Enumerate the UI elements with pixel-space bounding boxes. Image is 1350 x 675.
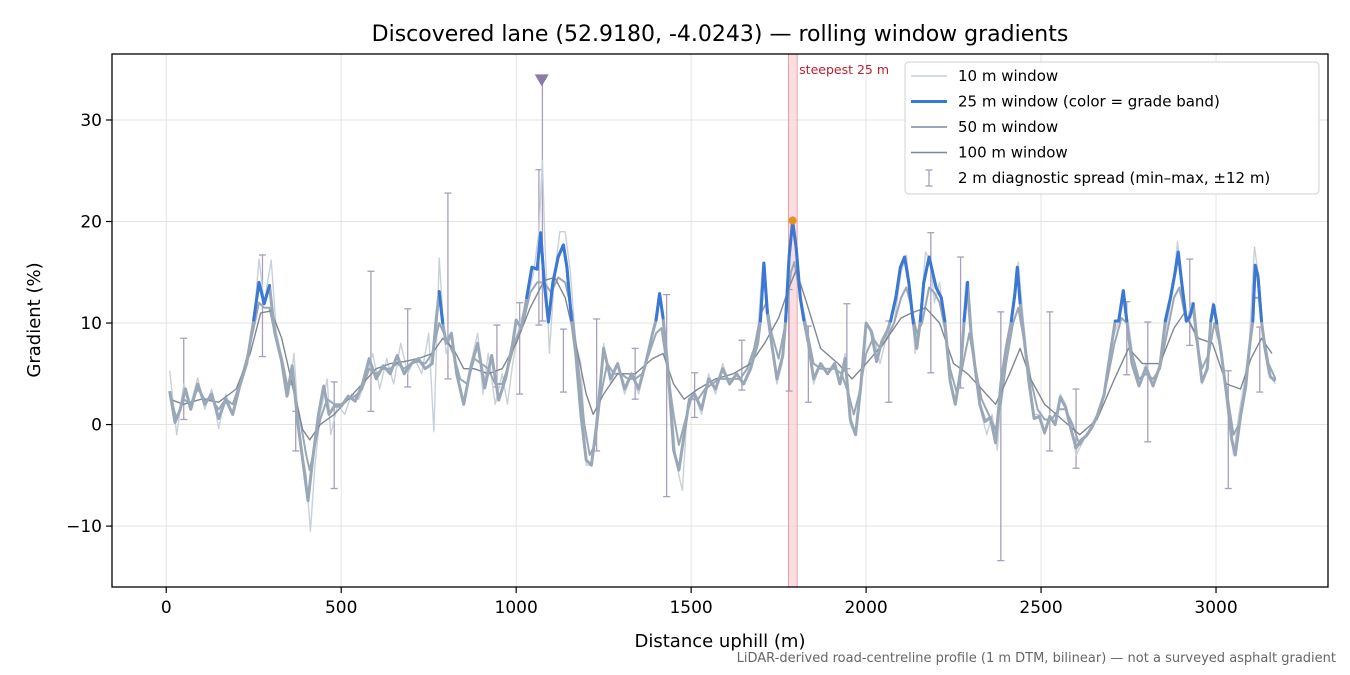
y-axis: −10 0 10 20 30 bbox=[66, 111, 112, 537]
spread-bar bbox=[516, 302, 524, 395]
y-tick-label: 10 bbox=[80, 314, 102, 334]
legend-entry: 100 m window bbox=[911, 144, 1068, 162]
spread-bar bbox=[997, 311, 1005, 562]
series-25m-steep bbox=[962, 280, 970, 323]
plot-frame bbox=[111, 53, 1329, 588]
spread-bar bbox=[404, 308, 412, 388]
series-lines bbox=[168, 159, 1277, 532]
series-0 bbox=[169, 159, 1277, 532]
x-axis-label: Distance uphill (m) bbox=[635, 631, 806, 652]
series-25m-steep bbox=[1209, 303, 1219, 325]
series-25m-grey bbox=[168, 220, 1277, 503]
series-25m-steep bbox=[1113, 289, 1129, 323]
legend-box bbox=[904, 61, 1320, 195]
y-tick-label: 20 bbox=[80, 213, 102, 233]
legend: 10 m window 25 m window (color = grade ba… bbox=[904, 61, 1320, 195]
legend-label: 50 m window bbox=[958, 118, 1058, 136]
x-tick-label: 1500 bbox=[669, 598, 712, 618]
x-tick-label: 1000 bbox=[495, 598, 538, 618]
spread-bar bbox=[1144, 321, 1152, 443]
spread-bar bbox=[1186, 258, 1194, 347]
legend-label: 100 m window bbox=[958, 144, 1068, 162]
legend-entry: 50 m window bbox=[911, 118, 1058, 136]
spread-bar bbox=[663, 293, 671, 498]
legend-entry: 10 m window bbox=[911, 67, 1058, 85]
series-25m-steep bbox=[1009, 265, 1022, 323]
series-25m-steep bbox=[784, 220, 806, 323]
y-tick-label: 0 bbox=[91, 416, 102, 436]
spread-bar bbox=[559, 328, 567, 393]
x-axis: 0 500 1000 1500 2000 2500 3000 bbox=[161, 587, 1238, 618]
steepest-band-label: steepest 25 m bbox=[799, 62, 889, 77]
y-tick-label: −10 bbox=[66, 517, 102, 537]
flag-triangle-marker bbox=[534, 74, 549, 87]
steepest-point-marker bbox=[788, 216, 797, 225]
y-tick-label: 30 bbox=[80, 111, 102, 131]
legend-label: 25 m window (color = grade band) bbox=[958, 93, 1220, 111]
x-tick-label: 2000 bbox=[844, 598, 887, 618]
series-25m-steep bbox=[654, 292, 665, 322]
annotations bbox=[534, 74, 797, 225]
series-25m-steep bbox=[889, 255, 915, 325]
series-25m-steep bbox=[918, 255, 947, 323]
series-25m-steep bbox=[1251, 263, 1263, 323]
footnote: LiDAR-derived road-centreline profile (1… bbox=[736, 651, 1336, 666]
x-tick-label: 500 bbox=[325, 598, 357, 618]
legend-entry: 2 m diagnostic spread (min–max, ±12 m) bbox=[925, 169, 1270, 187]
x-tick-label: 2500 bbox=[1019, 598, 1062, 618]
series-3 bbox=[169, 269, 1273, 441]
legend-entry: 25 m window (color = grade band) bbox=[911, 93, 1220, 111]
spread-bar bbox=[1046, 311, 1054, 452]
series-25m-steep bbox=[252, 280, 271, 322]
chart-title: Discovered lane (52.9180, -4.0243) — rol… bbox=[372, 22, 1069, 47]
spread-bar bbox=[367, 270, 375, 413]
legend-label: 2 m diagnostic spread (min–max, ±12 m) bbox=[958, 169, 1270, 187]
x-tick-label: 0 bbox=[161, 598, 172, 618]
spread-bar bbox=[927, 232, 935, 374]
y-axis-label: Gradient (%) bbox=[24, 262, 45, 377]
legend-label: 10 m window bbox=[958, 67, 1058, 85]
spread-bar bbox=[330, 381, 338, 490]
series-25m-steep bbox=[1163, 250, 1195, 323]
spread-bar bbox=[180, 337, 188, 421]
x-tick-label: 3000 bbox=[1194, 598, 1237, 618]
series-25m-steep bbox=[525, 231, 573, 324]
series-25m-steep bbox=[437, 290, 445, 325]
series-25m-steep bbox=[758, 261, 769, 323]
spread-bar bbox=[1224, 370, 1232, 490]
